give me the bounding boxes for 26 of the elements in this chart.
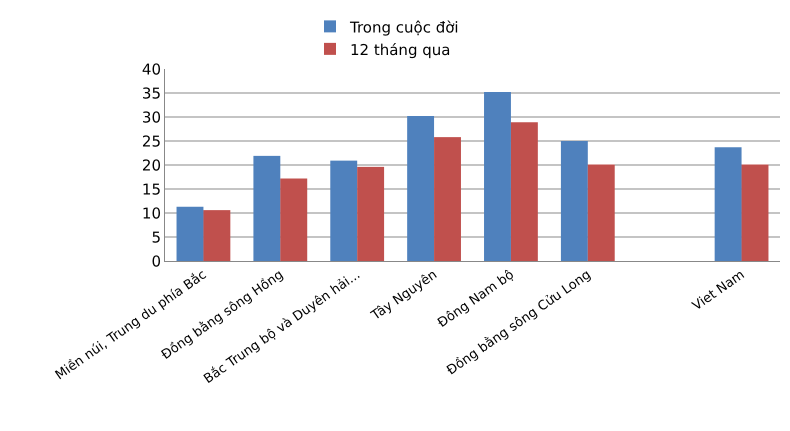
bar (714, 147, 742, 261)
bar (280, 178, 308, 261)
bar (510, 122, 538, 261)
y-tick-label: 15 (142, 180, 161, 198)
y-tick-label: 30 (142, 108, 161, 126)
y-tick-label: 5 (151, 228, 161, 246)
bar (742, 164, 768, 261)
bar (407, 116, 434, 261)
legend-label: 12 tháng qua (350, 40, 450, 59)
y-tick-label: 20 (142, 156, 161, 174)
y-tick-label: 10 (142, 204, 161, 222)
bar (484, 92, 511, 261)
x-tick-label: Viet Nam (690, 267, 748, 314)
y-tick-label: 0 (151, 252, 161, 270)
bar (434, 137, 461, 261)
bar (588, 164, 615, 261)
y-tick-label: 40 (142, 60, 161, 78)
bar (253, 156, 280, 261)
bar (560, 141, 588, 261)
y-tick-label: 35 (142, 84, 161, 102)
y-tick-label: 25 (142, 132, 161, 150)
bar (203, 210, 230, 261)
bar (330, 160, 358, 261)
legend-label: Trong cuộc đời (349, 18, 459, 36)
bar (357, 166, 384, 261)
bar (176, 206, 204, 261)
